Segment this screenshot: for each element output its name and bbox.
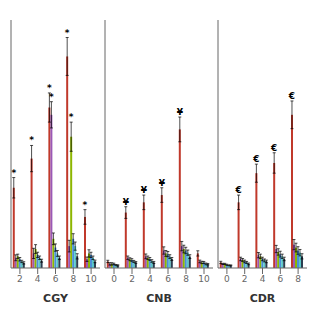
svg-text:2: 2: [242, 274, 248, 284]
svg-text:¥: ¥: [177, 107, 184, 117]
svg-text:4: 4: [147, 274, 153, 284]
svg-text:*: *: [11, 168, 16, 178]
svg-text:€: €: [270, 143, 277, 153]
svg-text:CNB: CNB: [146, 292, 172, 304]
svg-text:¥: ¥: [123, 197, 130, 207]
svg-text:¥: ¥: [141, 185, 148, 195]
svg-text:*: *: [29, 135, 34, 145]
svg-text:8: 8: [295, 274, 301, 284]
svg-text:0: 0: [224, 274, 230, 284]
svg-text:8: 8: [183, 274, 189, 284]
svg-text:10: 10: [198, 274, 210, 284]
svg-text:*: *: [65, 28, 70, 38]
svg-text:2: 2: [17, 274, 23, 284]
svg-text:6: 6: [277, 274, 283, 284]
svg-text:€: €: [234, 185, 241, 195]
svg-text:10: 10: [85, 274, 97, 284]
svg-text:8: 8: [70, 274, 76, 284]
svg-text:CDR: CDR: [250, 292, 276, 304]
svg-text:€: €: [288, 91, 295, 101]
svg-text:6: 6: [165, 274, 171, 284]
svg-text:€: €: [252, 154, 259, 164]
svg-text:4: 4: [260, 274, 266, 284]
svg-text:CGY: CGY: [43, 292, 69, 304]
svg-text:*: *: [49, 92, 54, 102]
svg-text:0: 0: [111, 274, 117, 284]
svg-text:*: *: [69, 112, 74, 122]
svg-text:¥: ¥: [159, 178, 166, 188]
svg-text:2: 2: [129, 274, 135, 284]
svg-text:4: 4: [35, 274, 41, 284]
svg-text:*: *: [83, 200, 88, 210]
svg-text:6: 6: [53, 274, 59, 284]
